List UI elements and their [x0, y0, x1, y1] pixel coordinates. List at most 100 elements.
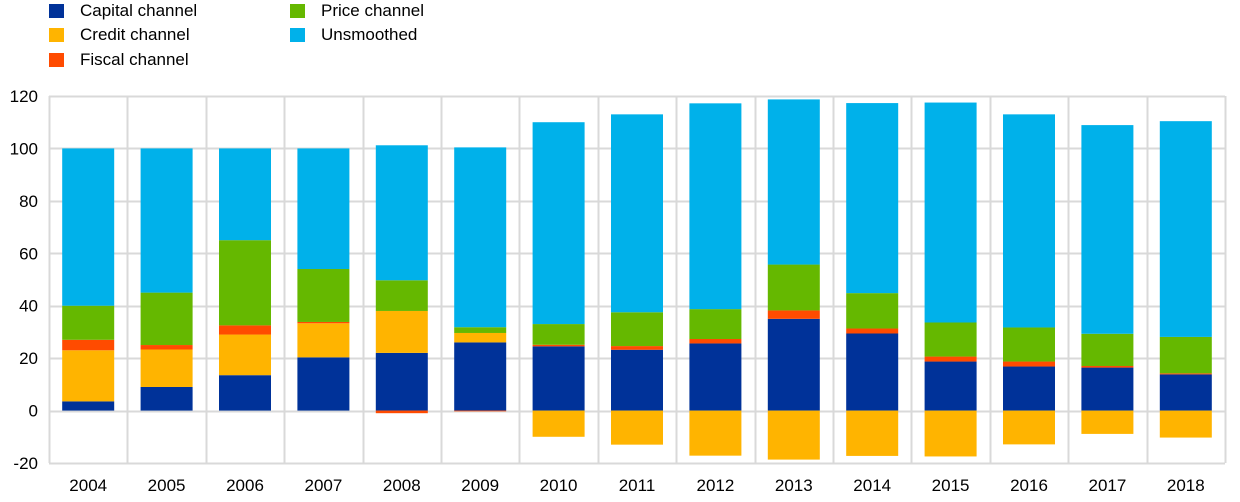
bar-segment-fiscal-channel-2011 — [611, 346, 663, 350]
bar-segment-capital-channel-2014 — [846, 333, 899, 411]
bar-segment-unsmoothed-2009 — [454, 147, 507, 328]
bar-segment-unsmoothed-2005 — [140, 148, 193, 293]
bar-segment-capital-channel-2011 — [611, 349, 663, 411]
bar-segment-capital-channel-2016 — [1003, 366, 1055, 411]
bar-segment-fiscal-channel-2005 — [140, 345, 193, 350]
bar-segment-price-channel-2010 — [532, 324, 585, 345]
bars — [62, 99, 1212, 460]
x-tick-label: 2008 — [383, 476, 421, 495]
bar-segment-credit-channel-2008 — [375, 310, 428, 353]
bar-segment-credit-channel-2005 — [140, 349, 193, 387]
bar-segment-unsmoothed-2013 — [767, 99, 820, 265]
legend-item-credit-channel: Credit channel — [0, 25, 190, 45]
x-tick-label: 2013 — [775, 476, 813, 495]
legend-swatch-capital — [49, 4, 64, 18]
bar-segment-credit-channel-2017 — [1081, 410, 1134, 434]
bar-segment-fiscal-channel-2015 — [924, 356, 977, 362]
y-tick-label: 40 — [19, 297, 38, 316]
x-tick-label: 2009 — [461, 476, 499, 495]
bar-segment-capital-channel-2012 — [689, 343, 742, 411]
y-tick-label: 80 — [19, 192, 38, 211]
bar-segment-unsmoothed-2014 — [846, 103, 899, 294]
x-tick-label: 2016 — [1010, 476, 1048, 495]
bar-segment-fiscal-channel-2010 — [532, 344, 585, 347]
bar-segment-capital-channel-2013 — [767, 318, 820, 411]
legend-label: Unsmoothed — [321, 25, 418, 44]
bar-segment-capital-channel-2008 — [375, 352, 428, 411]
bar-segment-unsmoothed-2018 — [1159, 121, 1212, 337]
bar-segment-price-channel-2007 — [297, 269, 350, 322]
bar-segment-credit-channel-2018 — [1159, 410, 1212, 438]
x-tick-label: 2017 — [1088, 476, 1126, 495]
bar-segment-unsmoothed-2007 — [297, 148, 350, 270]
bar-segment-price-channel-2016 — [1003, 327, 1055, 362]
bar-segment-price-channel-2006 — [219, 240, 271, 326]
bar-segment-price-channel-2013 — [767, 264, 820, 311]
legend-item-unsmoothed: Unsmoothed — [241, 25, 417, 45]
x-tick-label: 2010 — [540, 476, 578, 495]
bar-segment-price-channel-2017 — [1081, 333, 1134, 367]
x-tick-label: 2004 — [69, 476, 107, 495]
legend-label: Capital channel — [80, 1, 198, 20]
bar-segment-fiscal-channel-2007 — [297, 321, 350, 324]
bar-segment-capital-channel-2005 — [140, 386, 193, 411]
bar-segment-unsmoothed-2011 — [611, 114, 663, 313]
bar-segment-price-channel-2004 — [62, 305, 115, 340]
bar-segment-fiscal-channel-2014 — [846, 328, 899, 334]
x-tick-label: 2006 — [226, 476, 264, 495]
bar-segment-fiscal-channel-2012 — [689, 339, 742, 344]
bar-segment-capital-channel-2009 — [454, 342, 507, 411]
bar-segment-unsmoothed-2006 — [219, 148, 271, 241]
bar-segment-credit-channel-2010 — [532, 410, 585, 437]
x-tick-label: 2005 — [148, 476, 186, 495]
bar-segment-credit-channel-2013 — [767, 410, 820, 460]
legend-item-capital-channel: Capital channel — [0, 1, 197, 21]
legend-swatch-price — [290, 4, 305, 18]
y-tick-label: -20 — [13, 454, 38, 473]
bar-segment-price-channel-2011 — [611, 312, 663, 347]
bar-segment-capital-channel-2015 — [924, 361, 977, 411]
bar-segment-unsmoothed-2016 — [1003, 114, 1055, 328]
bar-segment-unsmoothed-2012 — [689, 103, 742, 310]
bar-segment-capital-channel-2017 — [1081, 367, 1134, 411]
bar-segment-fiscal-channel-2016 — [1003, 361, 1055, 367]
bar-segment-price-channel-2014 — [846, 293, 899, 329]
bar-segment-unsmoothed-2004 — [62, 148, 115, 306]
legend-item-fiscal-channel: Fiscal channel — [0, 50, 189, 70]
bar-segment-unsmoothed-2010 — [532, 122, 585, 325]
bar-segment-fiscal-channel-2018 — [1159, 373, 1212, 375]
bar-segment-fiscal-channel-2004 — [62, 339, 115, 351]
bar-segment-unsmoothed-2008 — [375, 145, 428, 281]
y-axis-ticks: -20 0 20 40 60 80 100 120 — [10, 87, 38, 473]
bar-segment-credit-channel-2004 — [62, 350, 115, 402]
legend-label: Price channel — [321, 1, 425, 20]
y-tick-label: 100 — [10, 139, 38, 158]
bar-segment-capital-channel-2018 — [1159, 374, 1212, 411]
bar-segment-capital-channel-2010 — [532, 346, 585, 411]
legend-item-price-channel: Price channel — [241, 1, 424, 21]
x-tick-label: 2014 — [853, 476, 891, 495]
y-tick-label: 20 — [19, 349, 38, 368]
bar-segment-unsmoothed-2015 — [924, 102, 977, 323]
bar-segment-unsmoothed-2017 — [1081, 125, 1134, 334]
x-tick-label: 2007 — [304, 476, 342, 495]
bar-segment-credit-channel-2014 — [846, 410, 899, 456]
x-tick-label: 2015 — [932, 476, 970, 495]
bar-segment-price-channel-2012 — [689, 309, 742, 340]
bar-segment-fiscal-channel-2017 — [1081, 366, 1134, 368]
bar-segment-price-channel-2018 — [1159, 336, 1212, 374]
y-tick-label: 120 — [10, 87, 38, 106]
chart-legend: Capital channel Credit channel Fiscal ch… — [0, 0, 500, 75]
y-tick-label: 60 — [19, 244, 38, 263]
x-tick-label: 2012 — [696, 476, 734, 495]
bar-segment-capital-channel-2004 — [62, 401, 115, 411]
legend-swatch-credit — [49, 28, 64, 42]
legend-swatch-unsmoothed — [290, 28, 305, 42]
legend-label: Credit channel — [80, 25, 190, 44]
bar-segment-capital-channel-2006 — [219, 375, 271, 411]
legend-label: Fiscal channel — [80, 50, 189, 69]
bar-segment-price-channel-2015 — [924, 322, 977, 357]
bar-segment-credit-channel-2012 — [689, 410, 742, 456]
bar-segment-credit-channel-2011 — [611, 410, 663, 445]
